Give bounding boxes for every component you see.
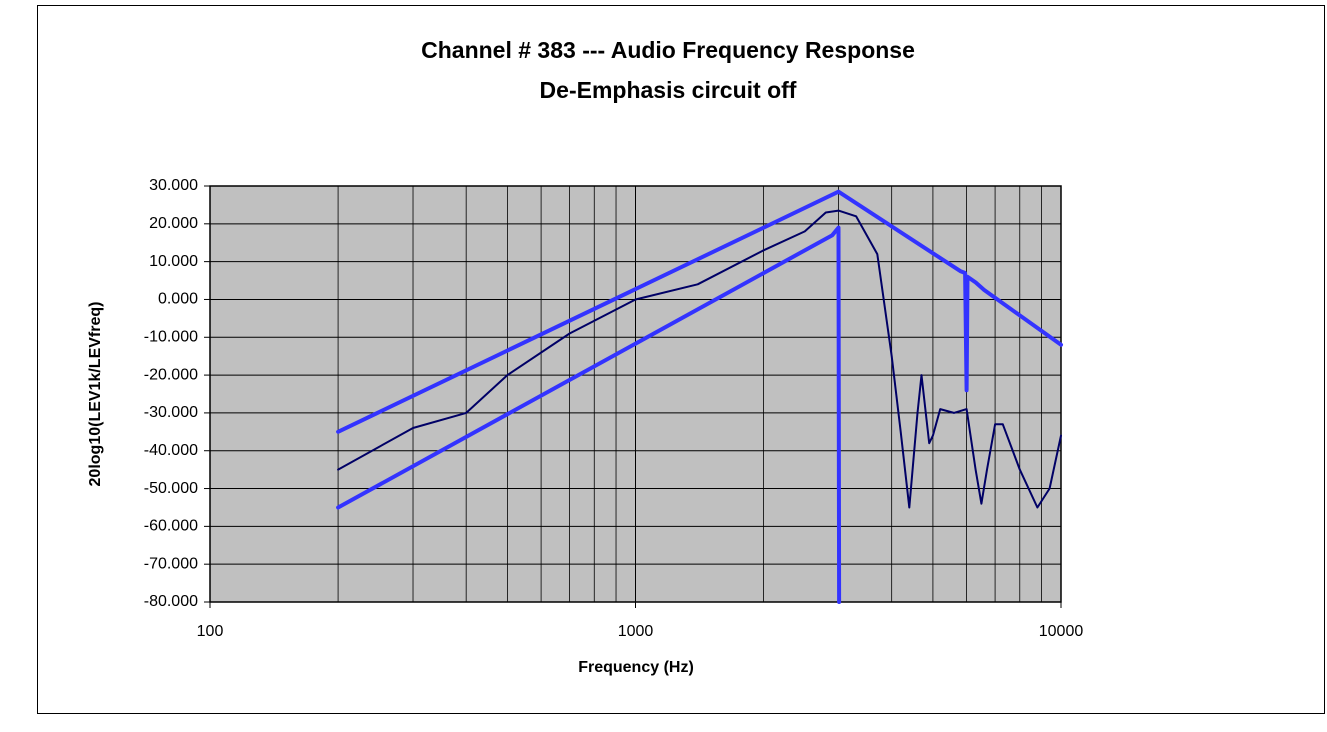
y-tick-label: -60.000 — [144, 518, 198, 535]
y-axis-label: 20log10(LEV1k/LEVfreq) — [87, 302, 104, 487]
line-series — [336, 225, 842, 604]
x-axis-label: Frequency (Hz) — [578, 659, 694, 676]
chart-title: Channel # 383 --- Audio Frequency Respon… — [421, 37, 915, 63]
y-tick-label: 0.000 — [158, 291, 198, 308]
y-tick-label: 20.000 — [149, 215, 198, 232]
y-tick-label: -70.000 — [144, 555, 198, 572]
y-tick-label: -20.000 — [144, 366, 198, 383]
y-tick-label: -50.000 — [144, 480, 198, 497]
line-series — [337, 209, 1062, 509]
y-tick-label: -30.000 — [144, 404, 198, 421]
y-tick-label: 10.000 — [149, 253, 198, 270]
x-tick-label: 100 — [197, 623, 224, 640]
y-tick-label: -80.000 — [144, 593, 198, 610]
y-tick-label: 30.000 — [149, 177, 198, 194]
y-tick-label: -40.000 — [144, 442, 198, 459]
plot-border — [209, 185, 1062, 603]
y-tick-label: -10.000 — [144, 328, 198, 345]
line-series — [336, 189, 1063, 434]
x-tick-label: 1000 — [618, 623, 654, 640]
chart-subtitle: De-Emphasis circuit off — [540, 77, 797, 103]
x-tick-label: 10000 — [1039, 623, 1084, 640]
